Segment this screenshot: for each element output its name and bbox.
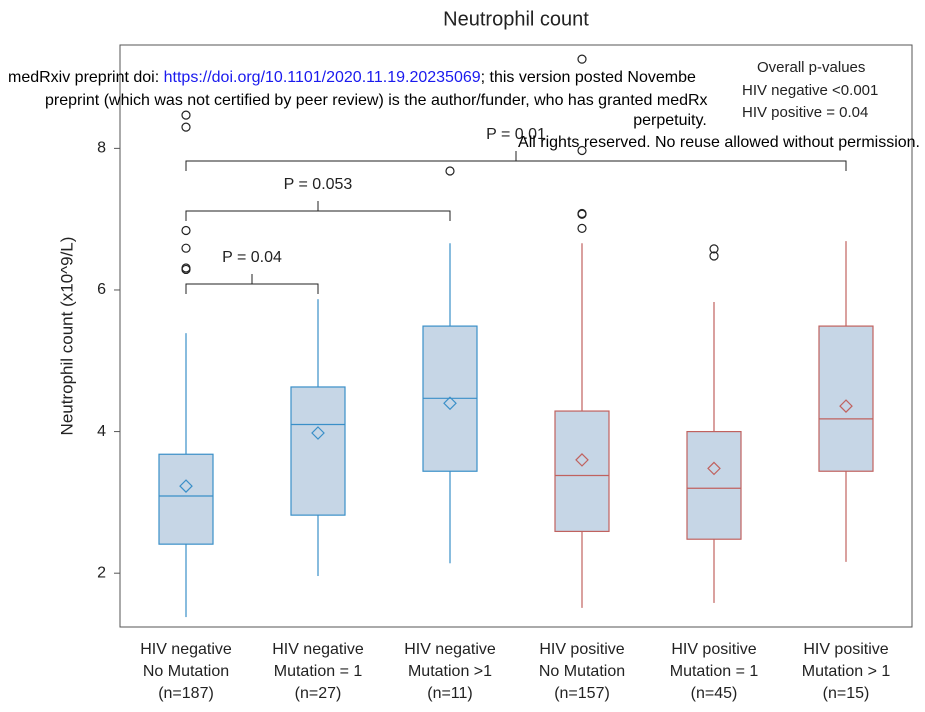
x-tick-label: (n=187) bbox=[158, 685, 214, 702]
outlier bbox=[181, 122, 191, 132]
x-tick-label: (n=27) bbox=[295, 685, 342, 702]
watermark: All rights reserved. No reuse allowed wi… bbox=[518, 134, 920, 151]
x-tick-label: (n=45) bbox=[691, 685, 738, 702]
outlier bbox=[181, 243, 191, 253]
y-tick-label: 6 bbox=[97, 281, 106, 298]
x-tick-label: Mutation = 1 bbox=[670, 663, 759, 680]
y-tick-label: 8 bbox=[97, 140, 106, 157]
bracket-label: P = 0.01 bbox=[486, 126, 546, 143]
outlier bbox=[181, 225, 191, 236]
mean bbox=[575, 453, 589, 467]
outlier bbox=[577, 145, 587, 156]
plot-frame bbox=[119, 44, 913, 628]
watermark-text: medRxiv preprint doi: bbox=[8, 69, 164, 86]
x-tick-label: HIV negative bbox=[140, 641, 232, 658]
watermark: perpetuity. bbox=[633, 112, 707, 129]
x-tick-label: No Mutation bbox=[539, 663, 625, 680]
x-tick-label: No Mutation bbox=[143, 663, 229, 680]
x-tick-label: HIV positive bbox=[671, 641, 756, 658]
mean bbox=[707, 461, 721, 476]
outlier bbox=[577, 208, 587, 219]
mean bbox=[311, 426, 325, 440]
box bbox=[818, 325, 874, 472]
bracket bbox=[185, 151, 847, 171]
outlier bbox=[181, 110, 191, 120]
overall-line: HIV positive = 0.04 bbox=[742, 104, 868, 121]
x-tick-label: Mutation > 1 bbox=[802, 663, 891, 680]
x-tick-label: (n=157) bbox=[554, 685, 610, 702]
mean bbox=[839, 399, 853, 413]
overall-title: Overall p-values bbox=[757, 59, 865, 76]
box bbox=[158, 453, 214, 545]
x-tick-label: Mutation = 1 bbox=[274, 663, 363, 680]
bracket bbox=[185, 201, 451, 221]
watermark-text: ; this version posted Novembe bbox=[481, 69, 696, 86]
outlier bbox=[445, 166, 455, 176]
x-tick-label: HIV negative bbox=[404, 641, 496, 658]
y-tick-label: 4 bbox=[97, 423, 106, 440]
chart-title: Neutrophil count bbox=[443, 8, 589, 30]
mean bbox=[179, 479, 193, 493]
x-tick-label: Mutation >1 bbox=[408, 663, 492, 680]
x-tick-label: HIV negative bbox=[272, 641, 364, 658]
bracket bbox=[185, 274, 319, 294]
box bbox=[290, 386, 346, 516]
outlier bbox=[181, 263, 191, 273]
watermark: medRxiv preprint doi: https://doi.org/10… bbox=[8, 69, 696, 86]
watermark-link: https://doi.org/10.1101/2020.11.19.20235… bbox=[164, 69, 481, 86]
box bbox=[686, 430, 742, 540]
outlier bbox=[709, 251, 719, 261]
outlier bbox=[709, 244, 719, 254]
y-axis-label: Neutrophil count (x10^9/L) bbox=[57, 237, 76, 436]
outlier bbox=[577, 54, 587, 64]
bracket-label: P = 0.053 bbox=[284, 176, 353, 193]
overall-line: HIV negative <0.001 bbox=[742, 82, 878, 99]
bracket-label: P = 0.04 bbox=[222, 249, 282, 266]
x-tick-label: HIV positive bbox=[539, 641, 624, 658]
x-tick-label: (n=15) bbox=[823, 685, 870, 702]
x-tick-label: HIV positive bbox=[803, 641, 888, 658]
box bbox=[554, 410, 610, 533]
y-tick-label: 2 bbox=[97, 564, 106, 581]
mean bbox=[443, 396, 457, 411]
outlier bbox=[577, 223, 587, 233]
watermark: preprint (which was not certified by pee… bbox=[45, 92, 708, 109]
x-tick-label: (n=11) bbox=[427, 685, 473, 702]
